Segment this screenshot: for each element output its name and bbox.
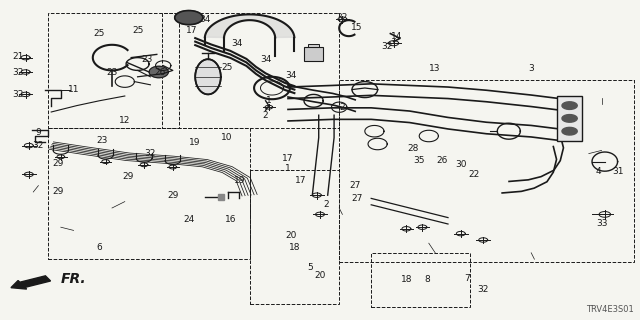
Text: 5: 5: [308, 263, 313, 272]
Text: 2: 2: [340, 103, 345, 112]
Text: 34: 34: [260, 55, 271, 64]
Bar: [371, 253, 470, 307]
Text: 1: 1: [266, 96, 271, 105]
Text: 29: 29: [167, 191, 179, 200]
Polygon shape: [175, 11, 203, 25]
Text: 31: 31: [612, 167, 623, 176]
Bar: [308, 44, 319, 47]
Polygon shape: [205, 14, 294, 37]
Text: 29: 29: [122, 172, 134, 180]
Text: 17: 17: [282, 154, 294, 163]
Text: 17: 17: [186, 26, 198, 35]
Text: 3: 3: [529, 64, 534, 73]
Bar: [339, 80, 634, 262]
Polygon shape: [562, 127, 577, 135]
Text: 8: 8: [424, 276, 429, 284]
Text: 9: 9: [36, 128, 41, 137]
Text: 25: 25: [221, 63, 233, 72]
Text: 17: 17: [295, 176, 307, 185]
Text: 14: 14: [391, 32, 403, 41]
Text: 32: 32: [12, 90, 24, 99]
Text: 18: 18: [289, 244, 300, 252]
Text: 4: 4: [596, 167, 601, 176]
Text: TRV4E3S01: TRV4E3S01: [586, 305, 634, 314]
Bar: [304, 47, 323, 61]
Text: 35: 35: [413, 156, 425, 164]
FancyArrow shape: [11, 276, 51, 289]
Text: 15: 15: [351, 23, 363, 32]
Text: 23: 23: [106, 68, 118, 76]
Text: 22: 22: [468, 170, 479, 179]
Text: 29: 29: [52, 188, 63, 196]
Bar: [557, 96, 582, 141]
Polygon shape: [149, 66, 168, 78]
Text: 20: 20: [285, 231, 297, 240]
Text: 32: 32: [12, 68, 24, 76]
Text: 2: 2: [324, 200, 329, 209]
Text: 32: 32: [337, 13, 348, 22]
Text: 34: 34: [231, 39, 243, 48]
Text: 2: 2: [263, 111, 268, 120]
Text: 1: 1: [285, 164, 291, 172]
Bar: [48, 128, 250, 259]
Text: 19: 19: [234, 176, 246, 185]
Bar: [162, 13, 339, 128]
Text: 23: 23: [97, 136, 108, 145]
Text: 30: 30: [455, 160, 467, 169]
Polygon shape: [562, 102, 577, 109]
Bar: [250, 170, 339, 304]
Text: 18: 18: [401, 276, 412, 284]
Text: 20: 20: [314, 271, 326, 280]
Text: 25: 25: [132, 26, 143, 35]
Text: 24: 24: [183, 215, 195, 224]
Text: FR.: FR.: [61, 272, 86, 286]
Text: 23: 23: [141, 55, 153, 64]
Text: 34: 34: [285, 71, 297, 80]
Text: 32: 32: [33, 141, 44, 150]
Text: 25: 25: [93, 29, 105, 38]
Text: 27: 27: [351, 194, 363, 203]
Polygon shape: [562, 115, 577, 122]
Text: 13: 13: [429, 64, 441, 73]
Text: 32: 32: [477, 285, 489, 294]
Polygon shape: [195, 59, 221, 94]
Text: 32: 32: [381, 42, 393, 51]
Text: 11: 11: [68, 85, 79, 94]
Text: 32: 32: [145, 149, 156, 158]
Text: 7: 7: [465, 274, 470, 283]
Text: 12: 12: [119, 116, 131, 124]
Text: 10: 10: [221, 133, 233, 142]
Bar: [48, 13, 179, 128]
Text: 34: 34: [199, 15, 211, 24]
Text: 6: 6: [97, 244, 102, 252]
Text: 28: 28: [407, 144, 419, 153]
Text: 29: 29: [52, 159, 63, 168]
Text: 21: 21: [12, 52, 24, 60]
Text: 26: 26: [436, 156, 447, 164]
Polygon shape: [218, 194, 224, 200]
Text: 19: 19: [189, 138, 201, 147]
Text: 27: 27: [349, 181, 361, 190]
Text: 26: 26: [154, 68, 166, 76]
Text: 33: 33: [596, 220, 607, 228]
Text: 16: 16: [225, 215, 236, 224]
